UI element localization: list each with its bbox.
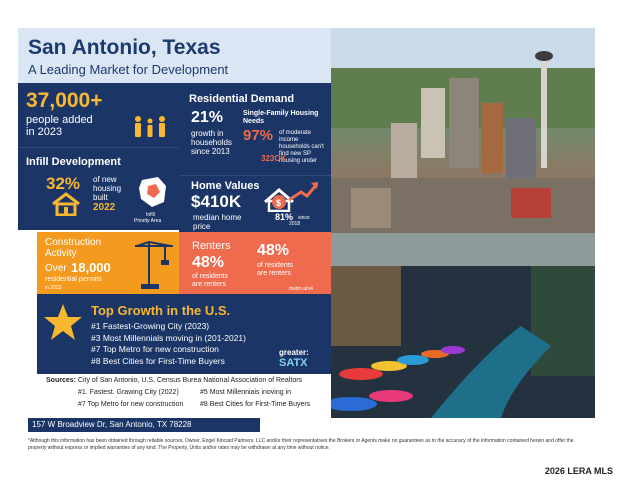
sources-rank: #8 <box>199 401 208 408</box>
sources-rank: #1. <box>78 389 88 396</box>
population-line1: people added <box>26 114 93 126</box>
top-growth-text: Best Cities for First-Time Buyers <box>102 355 225 366</box>
crane-icon <box>135 241 173 289</box>
construction-heading2: Activity <box>45 248 77 259</box>
skyline-photo <box>331 28 595 266</box>
top-growth-rank: #7 <box>91 344 101 354</box>
sources-label: Sources: <box>46 377 76 384</box>
page-subtitle: A Leading Market for Development <box>28 62 229 77</box>
home-values-value: $410K <box>191 192 242 211</box>
skyline-illustration <box>331 28 595 266</box>
top-growth-rank: #1 <box>91 321 101 331</box>
top-growth-heading: Top Growth in the U.S. <box>91 303 231 318</box>
riverwalk-photo <box>331 266 595 418</box>
home-values-panel: Home Values $410K median home price $ 81… <box>179 175 331 232</box>
sources-text: City of San Antonio, U.S, Census Burea N… <box>77 377 303 384</box>
sources-rank: #5 <box>199 389 208 396</box>
renters-panel: Renters 48% of residents are renters 48%… <box>179 232 331 294</box>
residential-heading: Residential Demand <box>189 93 295 105</box>
residential-pct-text: growth in households since 2013 <box>191 129 232 156</box>
top-growth-text: Most Millennials moving in (201-2021) <box>102 332 246 343</box>
sources-item: Top Metro for new construction <box>87 401 184 408</box>
population-value: 37,000+ <box>26 89 103 112</box>
infill-pct: 32% <box>46 174 81 193</box>
sources-rank: #7 <box>78 401 86 408</box>
greater-satx-logo-top: greater: <box>279 348 309 357</box>
riverwalk-illustration <box>331 266 595 418</box>
top-growth-item: #3 Most Millennials moving in (201-2021) <box>91 333 246 345</box>
home-values-heading: Home Values <box>191 180 260 192</box>
renters-left-text2: are renters <box>192 281 226 288</box>
property-address: 157 W Broadview Dr, San Antonio, TX 7822… <box>28 418 260 432</box>
top-growth-rank: #3 <box>91 332 101 343</box>
page-title: San Antonio, Texas <box>28 36 221 59</box>
svg-text:$: $ <box>276 198 281 208</box>
home-values-label1: median home <box>193 213 242 222</box>
infill-text3: built <box>93 193 108 202</box>
home-growth-icon: $ <box>264 182 319 212</box>
renters-heading: Renters <box>192 240 231 252</box>
renters-pct-left: 48% <box>192 254 225 271</box>
renters-left-text1: of residents <box>192 273 229 280</box>
star-icon <box>44 304 82 340</box>
sf-heading: Single-Family Housing Needs <box>243 110 319 125</box>
home-values-growth: 81% <box>275 212 294 222</box>
infill-year: 2022 <box>93 202 116 213</box>
sources-item: Most Millenniais inoving in <box>209 389 292 396</box>
residential-panel: Residential Demand 21% growth in househo… <box>179 83 331 175</box>
infill-map-label1: Infill <box>146 212 155 218</box>
renters-source: metro.ars4 <box>289 286 313 292</box>
sf-value: 323OK <box>261 154 287 163</box>
infill-text1: of new <box>93 175 117 184</box>
sources-item: Best Cities for First-Time Buyers <box>209 401 311 408</box>
people-icon <box>135 116 165 137</box>
construction-year: in 2023 <box>45 285 62 291</box>
infill-text2: housing <box>93 184 122 193</box>
infill-panel: Infill Development 32% of new housing bu… <box>18 147 179 230</box>
sf-text: of moderate income households can't find… <box>279 130 324 164</box>
top-growth-panel: Top Growth in the U.S. #1 Fastest-Growin… <box>37 294 331 374</box>
disclaimer-text: *Although this information has been obta… <box>28 438 574 451</box>
construction-panel: Construction Activity Over 18,000 reside… <box>37 232 179 294</box>
mls-watermark: 2026 LERA MLS <box>544 466 613 476</box>
header-banner <box>18 28 331 83</box>
infill-map-label2: Priority Area <box>134 218 162 224</box>
renters-pct-right: 48% <box>257 242 290 259</box>
top-growth-rank: #8 <box>91 355 101 366</box>
construction-over: Over <box>45 263 67 274</box>
top-growth-list: #1 Fastest-Growing City (2023) #3 Most M… <box>91 321 246 367</box>
top-growth-text: Top Metro for new construction <box>102 344 219 354</box>
home-values-since-year: 2018 <box>289 221 301 227</box>
sf-pct: 97% <box>243 127 274 144</box>
infill-map-icon <box>139 177 166 207</box>
house-icon <box>52 192 80 216</box>
renters-right-text2: are renters <box>257 270 291 277</box>
greater-satx-logo-bottom: SATX <box>279 357 308 369</box>
population-panel: 37,000+ people added in 2023 <box>18 83 179 147</box>
top-growth-text: Fastest-Growing City (2023) <box>102 321 210 331</box>
sources-item: Fastest. Grawing City (2022) <box>89 389 179 396</box>
home-values-since: since <box>298 215 310 221</box>
top-growth-item: #1 Fastest-Growing City (2023) <box>91 321 246 333</box>
top-growth-item: #8 Best Cities for First-Time Buyers <box>91 356 246 368</box>
construction-label: residential permits <box>45 276 102 283</box>
construction-heading1: Construction <box>45 237 102 248</box>
home-values-label2: price <box>193 222 211 231</box>
sources-block: Sources: City of San Antonio, U.S, Censu… <box>46 377 310 408</box>
residential-pct: 21% <box>191 109 224 126</box>
top-growth-item: #7 Top Metro for new construction <box>91 344 246 356</box>
infill-heading: Infill Development <box>26 156 121 168</box>
construction-value: 18,000 <box>71 260 111 275</box>
renters-right-text1: of residents <box>257 262 294 269</box>
population-line2: in 2023 <box>26 126 63 138</box>
